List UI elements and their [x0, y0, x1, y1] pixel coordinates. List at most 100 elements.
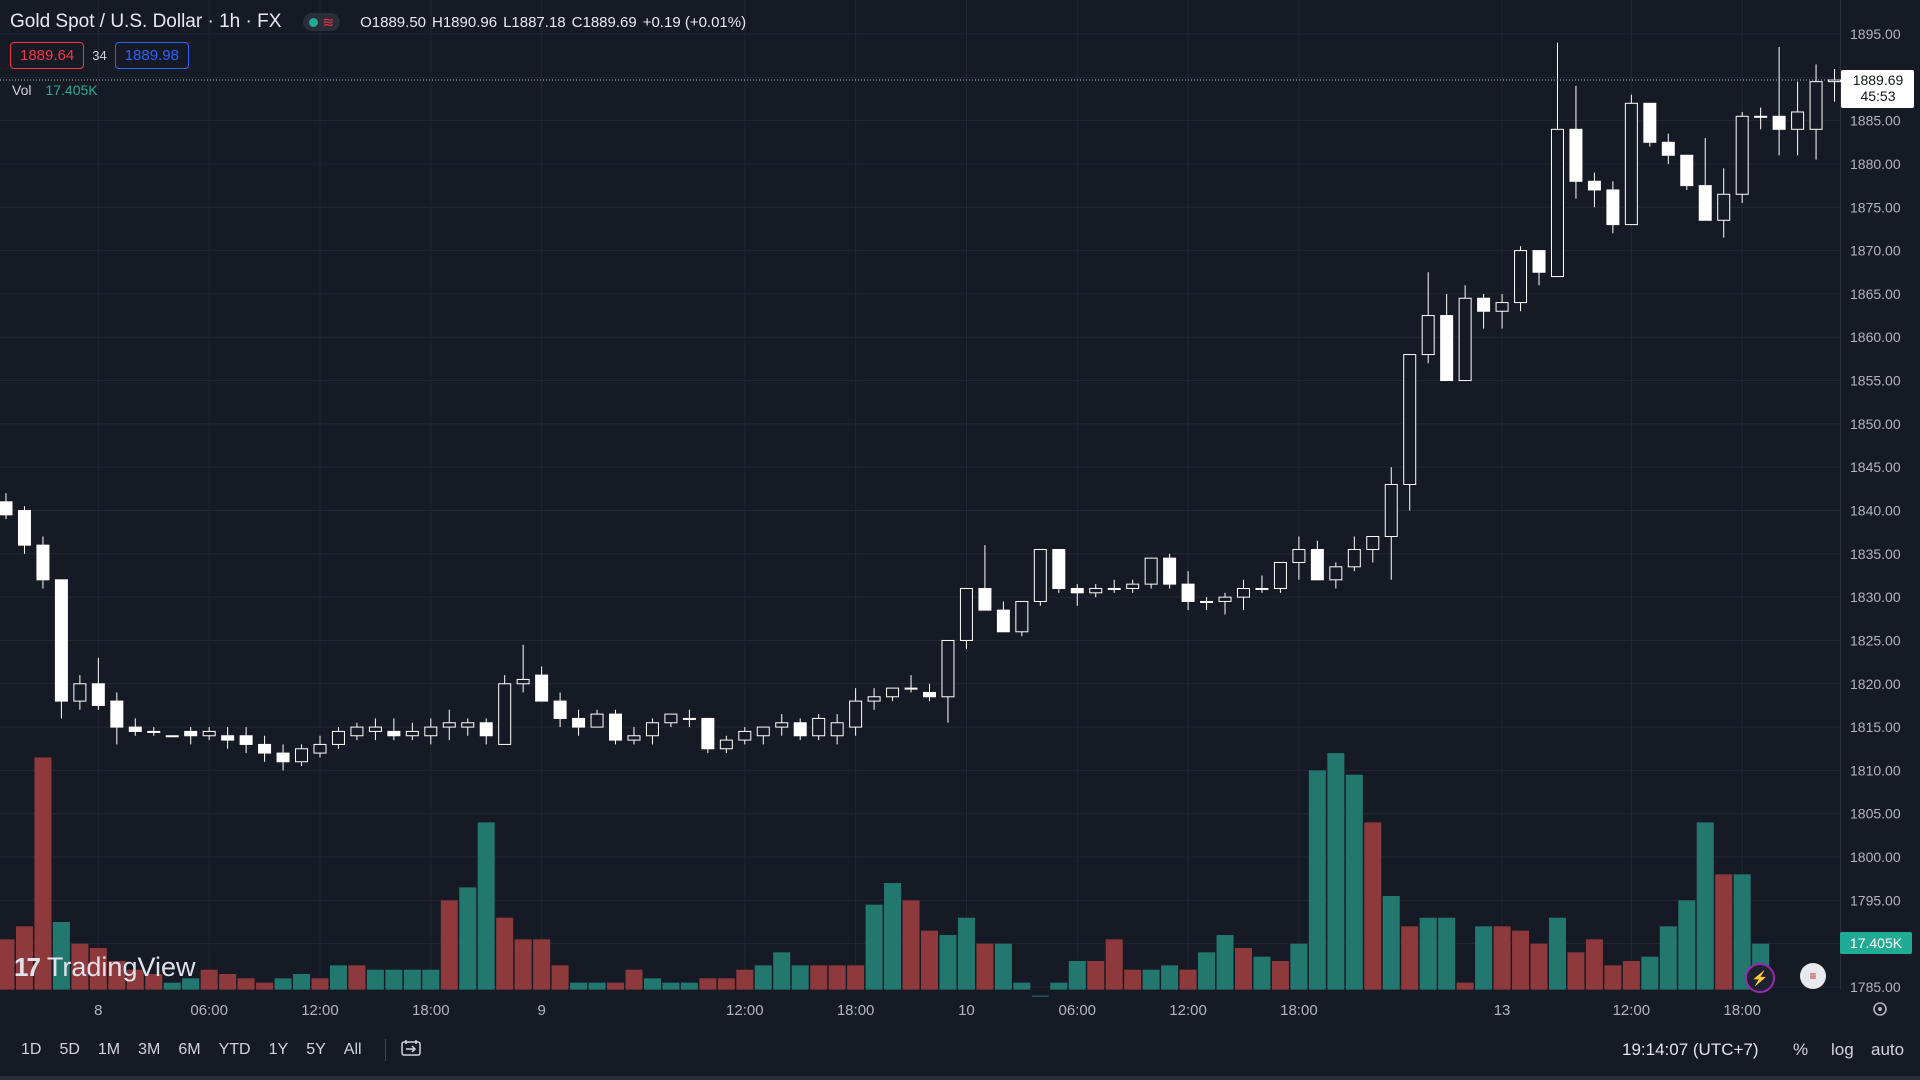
candle-body [128, 726, 142, 732]
volume-bar [0, 939, 15, 990]
x-tick-label: 18:00 [412, 1002, 450, 1019]
candle-body [1569, 128, 1583, 182]
x-tick-label: 13 [1494, 1002, 1511, 1019]
candle-body [664, 713, 678, 724]
volume-bar [274, 978, 292, 990]
y-tick-label: 1885.00 [1850, 113, 1901, 129]
candle-body [1791, 111, 1805, 130]
candle-body [1384, 484, 1398, 537]
candle-body [1347, 548, 1361, 568]
volume-bar [1456, 982, 1474, 990]
auto-scale-toggle[interactable]: auto [1871, 1040, 1905, 1059]
candle-body [461, 722, 475, 728]
log-scale-toggle[interactable]: log [1831, 1040, 1854, 1059]
volume-bar [182, 978, 200, 990]
candle-body [387, 730, 401, 737]
settings-gear-icon[interactable] [1873, 1002, 1887, 1016]
volume-bar [1216, 935, 1234, 990]
percent-scale-toggle[interactable]: % [1793, 1040, 1809, 1059]
volume-bar [1548, 917, 1566, 990]
candle-body [1421, 315, 1435, 356]
y-tick-label: 1820.00 [1850, 676, 1901, 692]
volume-bar [902, 900, 920, 990]
clock-timezone[interactable]: 19:14:07 (UTC+7) [1622, 1040, 1759, 1059]
candle-body [1163, 557, 1177, 585]
us-flag-icon[interactable]: ≡ [1800, 963, 1826, 989]
sell-button[interactable]: 1889.64 [10, 42, 85, 69]
range-button-5y[interactable]: 5Y [306, 1041, 326, 1058]
volume-bar [588, 982, 606, 990]
candle-body [849, 700, 863, 728]
volume-bar [126, 969, 144, 990]
volume-bar [1105, 939, 1123, 990]
volume-label[interactable]: Vol [12, 82, 32, 98]
svg-text:45:53: 45:53 [1860, 88, 1895, 104]
market-status-pill[interactable]: ≋ [303, 13, 341, 31]
volume-bar [1585, 939, 1603, 990]
volume-bar [625, 969, 643, 990]
y-tick-label: 1830.00 [1850, 589, 1901, 605]
volume-bar [108, 961, 126, 990]
volume-bar [1382, 896, 1400, 990]
candle-body [1828, 79, 1842, 83]
candle-body [1680, 154, 1694, 187]
volume-bar [828, 965, 846, 990]
volume-value: 17.405K [45, 82, 98, 98]
candle-body [1514, 250, 1528, 304]
buy-button[interactable]: 1889.98 [114, 42, 189, 69]
volume-bar [1068, 961, 1086, 990]
y-tick-label: 1845.00 [1850, 459, 1901, 475]
goto-date-icon[interactable] [400, 1039, 422, 1062]
y-tick-label: 1800.00 [1850, 849, 1901, 865]
candle-body [36, 544, 50, 581]
candle-body [996, 609, 1010, 633]
volume-bar [163, 982, 181, 990]
candle-body [719, 739, 733, 750]
volume-bar [52, 922, 70, 990]
candle-body [1458, 297, 1472, 382]
candle-body [1310, 548, 1324, 581]
x-tick-label: 9 [537, 1002, 545, 1019]
candle-body [830, 722, 844, 737]
volume-bar [1345, 774, 1363, 990]
volume-bar [440, 900, 458, 990]
range-button-1d[interactable]: 1D [21, 1041, 42, 1058]
range-button-1y[interactable]: 1Y [268, 1041, 289, 1058]
volume-bar [994, 943, 1012, 990]
candle-body [1698, 185, 1712, 221]
tradingview-watermark[interactable]: 17 TradingView [14, 952, 196, 983]
volume-bar [403, 969, 421, 990]
candle-body [498, 683, 512, 745]
ohlc-values: O1889.50 H1890.96 L1887.18 C1889.69 +0.1… [360, 14, 746, 31]
volume-bar [921, 930, 938, 990]
y-tick-label: 1855.00 [1850, 373, 1901, 389]
volume-bar [1696, 822, 1714, 990]
y-tick-label: 1875.00 [1850, 199, 1901, 215]
volume-bar [1253, 956, 1271, 990]
x-tick-label: 10 [958, 1002, 975, 1019]
volume-legend: Vol 17.405K [12, 82, 98, 98]
range-button-ytd[interactable]: YTD [218, 1041, 251, 1058]
candle-body [1772, 115, 1786, 130]
range-button-1m[interactable]: 1M [97, 1041, 121, 1058]
range-button-3m[interactable]: 3M [138, 1041, 161, 1058]
candle-body [1661, 141, 1675, 156]
candle-body [368, 726, 382, 732]
x-tick-label: 18:00 [837, 1002, 875, 1019]
volume-bar [1567, 952, 1585, 990]
volume-bar [71, 943, 89, 990]
symbol-title[interactable]: Gold Spot / U.S. Dollar · 1h · FX [10, 11, 282, 32]
price-chart[interactable]: 1895.001890.001885.001880.001875.001870.… [0, 0, 1920, 1024]
symbol-legend: Gold Spot / U.S. Dollar · 1h · FX ≋ O188… [10, 10, 746, 34]
range-button-all[interactable]: All [343, 1041, 362, 1058]
volume-bar [1715, 874, 1733, 990]
x-tick-label: 12:00 [301, 1002, 339, 1019]
range-button-5d[interactable]: 5D [59, 1041, 80, 1058]
toolbar-divider [384, 1039, 386, 1061]
candle-body [239, 735, 253, 745]
lightning-icon[interactable]: ⚡ [1745, 963, 1775, 993]
range-button-6m[interactable]: 6M [178, 1041, 201, 1058]
candle-body [1126, 583, 1140, 589]
volume-bar [533, 939, 551, 990]
candle-body [1754, 115, 1768, 118]
